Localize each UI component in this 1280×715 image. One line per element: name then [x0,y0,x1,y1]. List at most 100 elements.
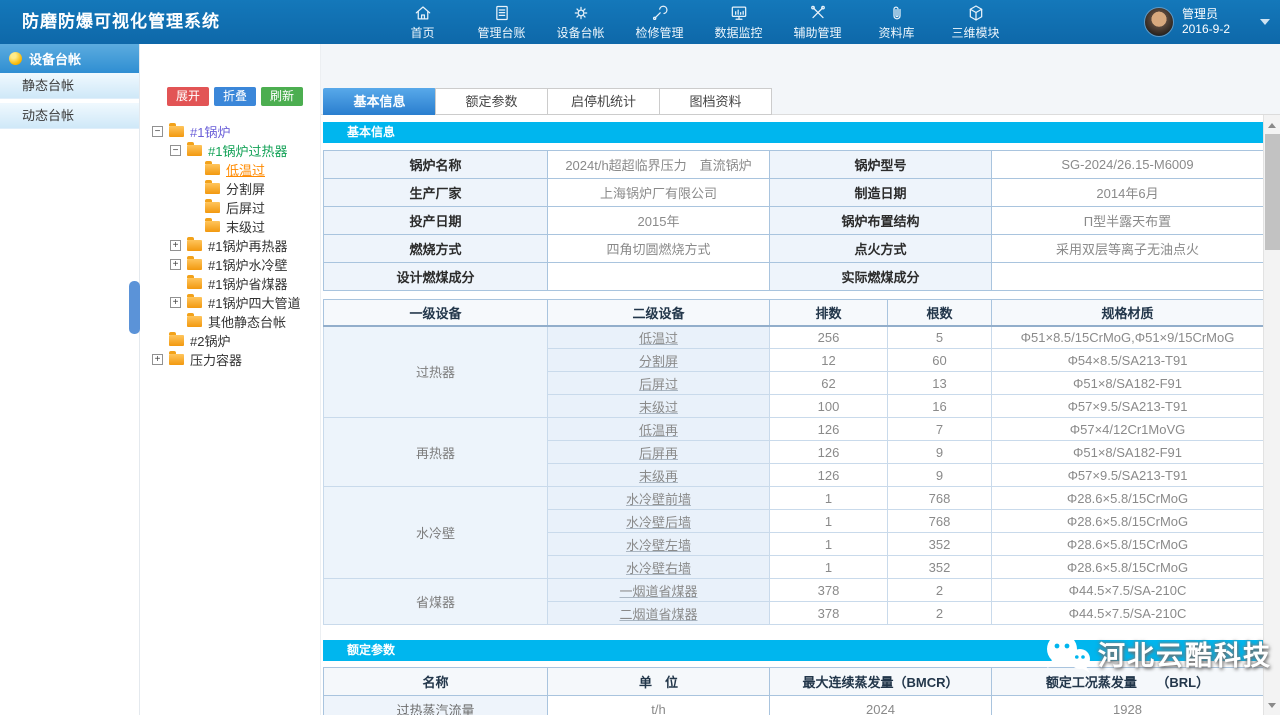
spec-material-cell: Φ57×9.5/SA213-T91 [991,463,1264,487]
vertical-scrollbar[interactable] [1263,115,1280,715]
column-header: 单 位 [547,667,770,696]
tab-startstop[interactable]: 启停机统计 [547,88,660,115]
tab-rated[interactable]: 额定参数 [435,88,548,115]
folder-icon [205,199,220,213]
level2-equipment-link[interactable]: 后屏过 [547,371,770,395]
expand-toggle-icon[interactable]: + [170,297,181,308]
expand-toggle-icon[interactable]: + [170,240,181,251]
user-box: 管理员 2016-9-2 [1143,0,1270,44]
nav-item-home[interactable]: 首页 [383,0,462,44]
table-row: 水冷壁 水冷壁前墙 1 768 Φ28.6×5.8/15CrMoG [323,486,1264,579]
tree-node-label[interactable]: #1锅炉再热器 [208,239,288,254]
scroll-up-arrow-icon[interactable] [1264,117,1280,133]
rows-count-cell: 126 [769,417,888,441]
nav-item-library[interactable]: 资料库 [857,0,936,44]
tree-node-label[interactable]: #1锅炉四大管道 [208,296,301,311]
tubes-count-cell: 9 [887,440,992,464]
collapse-button[interactable]: 折叠 [214,87,257,106]
tree-node-label[interactable]: 后屏过 [226,201,266,216]
tree-node[interactable]: #1锅炉省煤器 [152,274,320,293]
tree-node-label[interactable]: #1锅炉水冷壁 [208,258,288,273]
expand-toggle-icon[interactable]: + [170,259,181,270]
chevron-down-icon[interactable] [1260,19,1270,25]
info-value-cell: SG-2024/26.15-M6009 [991,150,1264,179]
collapse-toggle-icon[interactable]: − [152,126,163,137]
tree-node-label[interactable]: 压力容器 [190,353,243,368]
level2-equipment-link[interactable]: 末级过 [547,394,770,418]
level2-equipment-link[interactable]: 水冷壁右墙 [547,555,770,579]
level2-equipment-link[interactable]: 末级再 [547,463,770,487]
sidebar-item-static[interactable]: 静态台帐 [0,73,139,99]
tree-node[interactable]: 低温过 [152,160,320,179]
level2-equipment-link[interactable]: 二烟道省煤器 [547,601,770,625]
expand-button[interactable]: 展开 [167,87,210,106]
user-avatar[interactable] [1143,7,1174,37]
wrench-icon [650,3,670,23]
level2-equipment-link[interactable]: 水冷壁后墙 [547,509,770,533]
table-row: 设计燃煤成分 实际燃煤成分 [323,262,1264,291]
folder-icon [169,351,184,365]
tree-node[interactable]: 末级过 [152,217,320,236]
info-value-cell [547,262,770,291]
nav-item-label: 数据监控 [714,26,763,40]
sidebar-item-dynamic[interactable]: 动态台帐 [0,103,139,129]
level2-equipment-link[interactable]: 分割屏 [547,348,770,372]
tree-node[interactable]: + #1锅炉水冷壁 [152,255,320,274]
nav-item-monitoring[interactable]: 数据监控 [699,0,778,44]
scroll-down-arrow-icon[interactable] [1264,697,1280,713]
home-icon [413,3,433,23]
level2-equipment-link[interactable]: 低温再 [547,417,770,441]
tree-node[interactable]: 分割屏 [152,179,320,198]
column-header: 排数 [769,299,888,327]
level2-equipment-link[interactable]: 一烟道省煤器 [547,578,770,602]
tree-node[interactable]: #2锅炉 [152,331,320,350]
tree-node[interactable]: 后屏过 [152,198,320,217]
tree-node-label[interactable]: #2锅炉 [190,334,231,349]
tree-node[interactable]: + #1锅炉再热器 [152,236,320,255]
level2-equipment-link[interactable]: 后屏再 [547,440,770,464]
tree-node[interactable]: 其他静态台帐 [152,312,320,331]
info-value-cell: 采用双层等离子无油点火 [991,234,1264,263]
level1-equipment-cell: 水冷壁 [323,486,548,579]
scrollbar-thumb[interactable] [1265,134,1280,250]
tab-basic[interactable]: 基本信息 [323,88,436,115]
table-row: 投产日期 2015年 锅炉布置结构 Π型半露天布置 [323,206,1264,235]
nav-item-ledger[interactable]: 管理台账 [462,0,541,44]
level2-equipment-link[interactable]: 低温过 [547,325,770,349]
refresh-button[interactable]: 刷新 [261,87,304,106]
table-row: 末级过 100 16 Φ57×9.5/SA213-T91 [324,394,1264,418]
column-header: 规格材质 [991,299,1264,327]
tree-node-label[interactable]: #1锅炉 [190,125,231,140]
tree-node[interactable]: + #1锅炉四大管道 [152,293,320,312]
expand-toggle-icon[interactable]: + [152,354,163,365]
tabs-row: 基本信息 额定参数 启停机统计 图档资料 [321,88,1280,115]
info-value-cell [991,262,1264,291]
spec-material-cell: Φ54×8.5/SA213-T91 [991,348,1264,372]
nav-item-3d-module[interactable]: 三维模块 [936,0,1015,44]
level2-equipment-link[interactable]: 水冷壁左墙 [547,532,770,556]
tree-node[interactable]: + 压力容器 [152,350,320,369]
tubes-count-cell: 768 [887,509,992,533]
tree-node-label[interactable]: #1锅炉过热器 [208,144,288,159]
tree-node-label[interactable]: 其他静态台帐 [208,315,287,330]
tree-node[interactable]: − #1锅炉过热器 [152,141,320,160]
nav-item-maintenance[interactable]: 检修管理 [620,0,699,44]
nav-item-label: 三维模块 [951,26,1000,40]
level2-equipment-link[interactable]: 水冷壁前墙 [547,486,770,510]
table-row: 锅炉名称 2024t/h超超临界压力 直流锅炉 锅炉型号 SG-2024/26.15-… [323,150,1264,179]
collapse-toggle-icon[interactable]: − [170,145,181,156]
sidebar-collapse-handle[interactable] [129,281,140,334]
nav-item-auxiliary[interactable]: 辅助管理 [778,0,857,44]
table-row: 水冷壁后墙 1 768 Φ28.6×5.8/15CrMoG [324,509,1264,533]
tab-docs[interactable]: 图档资料 [659,88,772,115]
tubes-count-cell: 352 [887,532,992,556]
tree-node-label[interactable]: 分割屏 [226,182,266,197]
tree-node-label[interactable]: 末级过 [226,220,266,235]
tubes-count-cell: 5 [887,325,992,349]
tree-node[interactable]: − #1锅炉 [152,122,320,141]
tree-node-label[interactable]: 低温过 [226,163,266,178]
tubes-count-cell: 352 [887,555,992,579]
nav-item-equipment[interactable]: 设备台帐 [541,0,620,44]
spec-material-cell: Φ44.5×7.5/SA-210C [991,578,1264,602]
tree-node-label[interactable]: #1锅炉省煤器 [208,277,288,292]
